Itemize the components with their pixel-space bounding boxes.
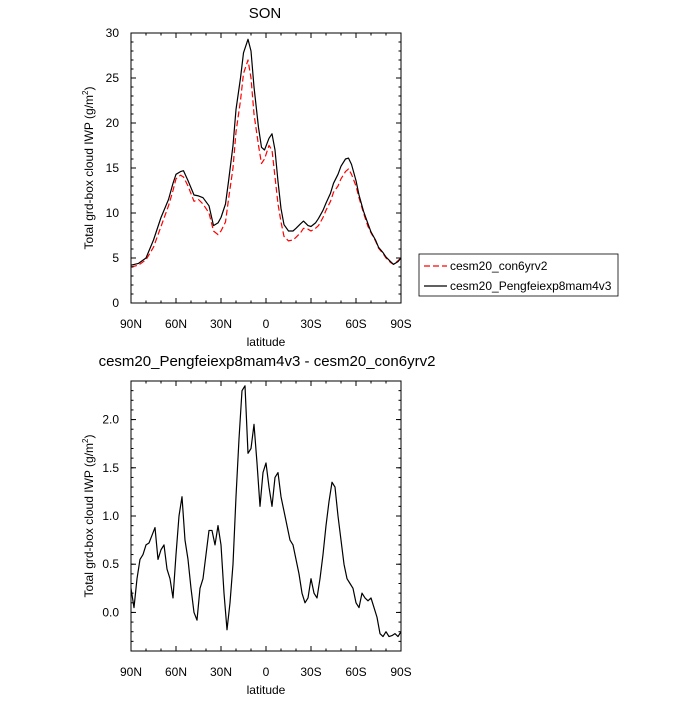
- panel-top-x-tick-label: 30N: [210, 317, 232, 331]
- panel-bottom-x-ticks: 90N 60N 30N 0 30S 60S 90S: [120, 381, 412, 679]
- panel-top-x-tick-label: 30S: [300, 317, 321, 331]
- panel-top-x-tick-label: 60N: [165, 317, 187, 331]
- panel-bottom-y-tick-label: 0.0: [102, 605, 119, 619]
- panel-bottom-y-axis-label: Total grd-box cloud IWP (g/m2): [81, 435, 96, 598]
- panel-bottom-y-label-sup: 2: [81, 438, 90, 443]
- panel-top: SON 90N 60N 30N 0 30S 60S 90S 0 5 10 15 20 25 30 lat…: [81, 5, 619, 349]
- panel-top-y-tick-label: 10: [106, 206, 120, 220]
- panel-bottom-y-tick-label: 2.0: [102, 413, 119, 427]
- panel-bottom-y-tick-label: 1.5: [102, 461, 119, 475]
- legend-label-experiment: cesm20_Pengfeiexp8mam4v3: [450, 279, 612, 293]
- panel-top-y-tick-label: 20: [106, 116, 120, 130]
- panel-bottom-y-ticks: 0.0 0.5 1.0 1.5 2.0: [102, 380, 401, 652]
- panel-bottom: cesm20_Pengfeiexp8mam4v3 - cesm20_con6yr…: [81, 353, 435, 697]
- panel-bottom-x-tick-label: 0: [263, 665, 270, 679]
- panel-bottom-x-axis-label: latitude: [247, 683, 286, 697]
- panel-top-x-tick-label: 0: [263, 317, 270, 331]
- panel-top-x-axis-label: latitude: [247, 335, 286, 349]
- panel-top-series-line-0: [130, 59, 402, 268]
- panel-top-y-tick-label: 30: [106, 26, 120, 40]
- panel-bottom-series: [130, 385, 402, 638]
- panel-bottom-series-line-0: [130, 385, 402, 638]
- panel-bottom-x-tick-label: 30N: [210, 665, 232, 679]
- panel-top-x-ticks: 90N 60N 30N 0 30S 60S 90S: [120, 33, 412, 331]
- panel-top-series: [130, 38, 402, 268]
- panel-top-y-ticks: 0 5 10 15 20 25 30: [106, 26, 401, 310]
- panel-top-x-tick-label: 90N: [120, 317, 142, 331]
- legend-label-control: cesm20_con6yrv2: [450, 259, 548, 273]
- panel-top-y-tick-label: 0: [112, 296, 119, 310]
- panel-bottom-x-tick-label: 90S: [390, 665, 411, 679]
- panel-bottom-x-tick-label: 60N: [165, 665, 187, 679]
- legend-box: [418, 253, 619, 297]
- panel-top-y-tick-label: 15: [106, 161, 120, 175]
- panel-bottom-y-tick-label: 0.5: [102, 557, 119, 571]
- panel-bottom-x-tick-label: 90N: [120, 665, 142, 679]
- panel-top-x-tick-label: 60S: [345, 317, 366, 331]
- panel-bottom-y-tick-label: 1.0: [102, 509, 119, 523]
- panel-bottom-x-tick-label: 30S: [300, 665, 321, 679]
- panel-bottom-frame: [130, 380, 402, 652]
- panel-top-y-label-sup: 2: [81, 90, 90, 95]
- panel-top-series-line-1: [130, 38, 402, 266]
- panel-top-y-axis-label: Total grd-box cloud IWP (g/m2): [81, 87, 96, 250]
- panel-bottom-title: cesm20_Pengfeiexp8mam4v3 - cesm20_con6yr…: [99, 353, 436, 370]
- panel-top-frame: [130, 32, 402, 304]
- legend: cesm20_con6yrv2 cesm20_Pengfeiexp8mam4v3: [418, 253, 619, 297]
- panel-top-y-tick-label: 25: [106, 71, 120, 85]
- panel-bottom-x-tick-label: 60S: [345, 665, 366, 679]
- panel-top-y-label-end: ): [82, 87, 96, 91]
- panel-top-y-tick-label: 5: [112, 251, 119, 265]
- panel-top-x-tick-label: 90S: [390, 317, 411, 331]
- panel-bottom-y-label-main: Total grd-box cloud IWP (g/m: [82, 443, 96, 598]
- panel-bottom-y-label-end: ): [82, 435, 96, 439]
- panel-top-title: SON: [249, 5, 282, 22]
- panel-top-y-label-main: Total grd-box cloud IWP (g/m: [82, 95, 96, 250]
